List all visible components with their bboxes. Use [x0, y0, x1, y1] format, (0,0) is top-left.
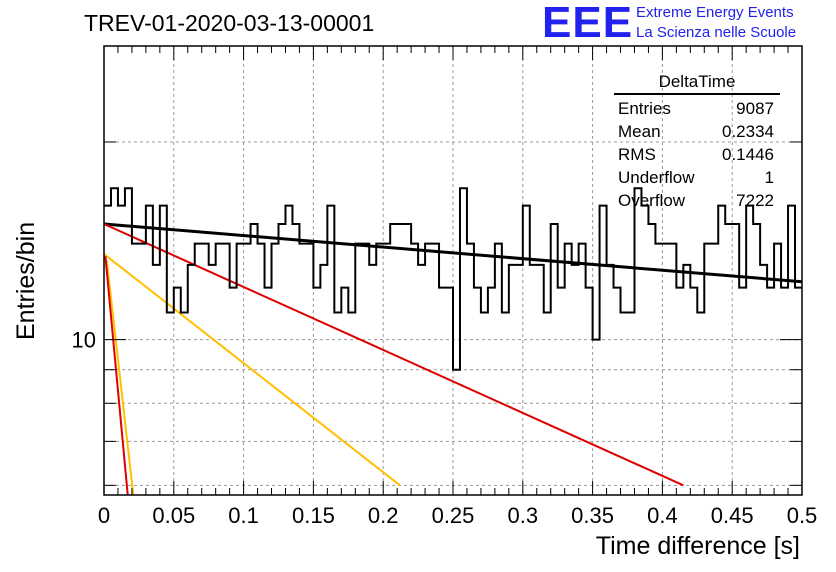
x-tick-label: 0.4 [647, 503, 678, 528]
stats-row-mean: Mean 0.2334 [614, 120, 780, 143]
stats-row-entries: Entries 9087 [614, 97, 780, 120]
x-tick-label: 0.35 [571, 503, 614, 528]
stats-row-underflow: Underflow 1 [614, 166, 780, 189]
fit-layer [103, 222, 803, 496]
x-tick-label: 0.25 [432, 503, 475, 528]
histogram-layer [104, 187, 802, 371]
stats-title: DeltaTime [614, 72, 780, 95]
fit-line-yellow [105, 260, 135, 496]
x-tick-label: 0.05 [152, 503, 195, 528]
histogram-series [104, 187, 802, 371]
y-tick-label: 10 [72, 328, 96, 353]
stats-label: Entries [618, 99, 671, 118]
x-tick-label: 0 [98, 503, 110, 528]
x-tick-label: 0.15 [292, 503, 335, 528]
fit-line-yellow [103, 253, 401, 487]
fit-line-black [103, 222, 803, 284]
chart-title: TREV-01-2020-03-13-00001 [84, 10, 375, 36]
stats-value: 9087 [736, 99, 774, 118]
x-tick-label: 0.5 [787, 503, 818, 528]
x-tick-label: 0.2 [368, 503, 399, 528]
logo-line-1: Extreme Energy Events [636, 4, 794, 21]
stats-label: Mean [618, 122, 661, 141]
fit-line-red [104, 256, 129, 496]
plot-frame [103, 45, 803, 496]
stats-box: DeltaTime Entries 9087 Mean 0.2334 RMS 0… [614, 72, 780, 212]
axis-layer [103, 45, 803, 496]
fit-line-red [103, 223, 684, 487]
stats-value: 0.1446 [722, 145, 774, 164]
stats-label: RMS [618, 145, 656, 164]
eee-logo: EEE [542, 0, 634, 47]
x-tick-label: 0.3 [508, 503, 539, 528]
stats-value: 0.2334 [722, 122, 774, 141]
x-tick-label: 0.45 [711, 503, 754, 528]
stats-row-overflow: Overflow 7222 [614, 189, 780, 212]
stats-value: 1 [764, 168, 774, 187]
logo-line-2: La Scienza nelle Scuole [636, 24, 797, 41]
stats-label: Underflow [618, 168, 695, 187]
x-axis-label: Time difference [s] [595, 532, 800, 560]
grid-layer [104, 46, 802, 495]
y-axis-label: Entries/bin [12, 221, 40, 340]
tick-label-layer: 0 0.05 0.1 0.15 0.2 0.25 0.3 0.35 0.4 0.45 0.5 10 [72, 328, 818, 528]
stats-value: 7222 [736, 191, 774, 210]
stats-row-rms: RMS 0.1446 [614, 143, 780, 166]
x-tick-label: 0.1 [228, 503, 259, 528]
stats-label: Overflow [618, 191, 686, 210]
